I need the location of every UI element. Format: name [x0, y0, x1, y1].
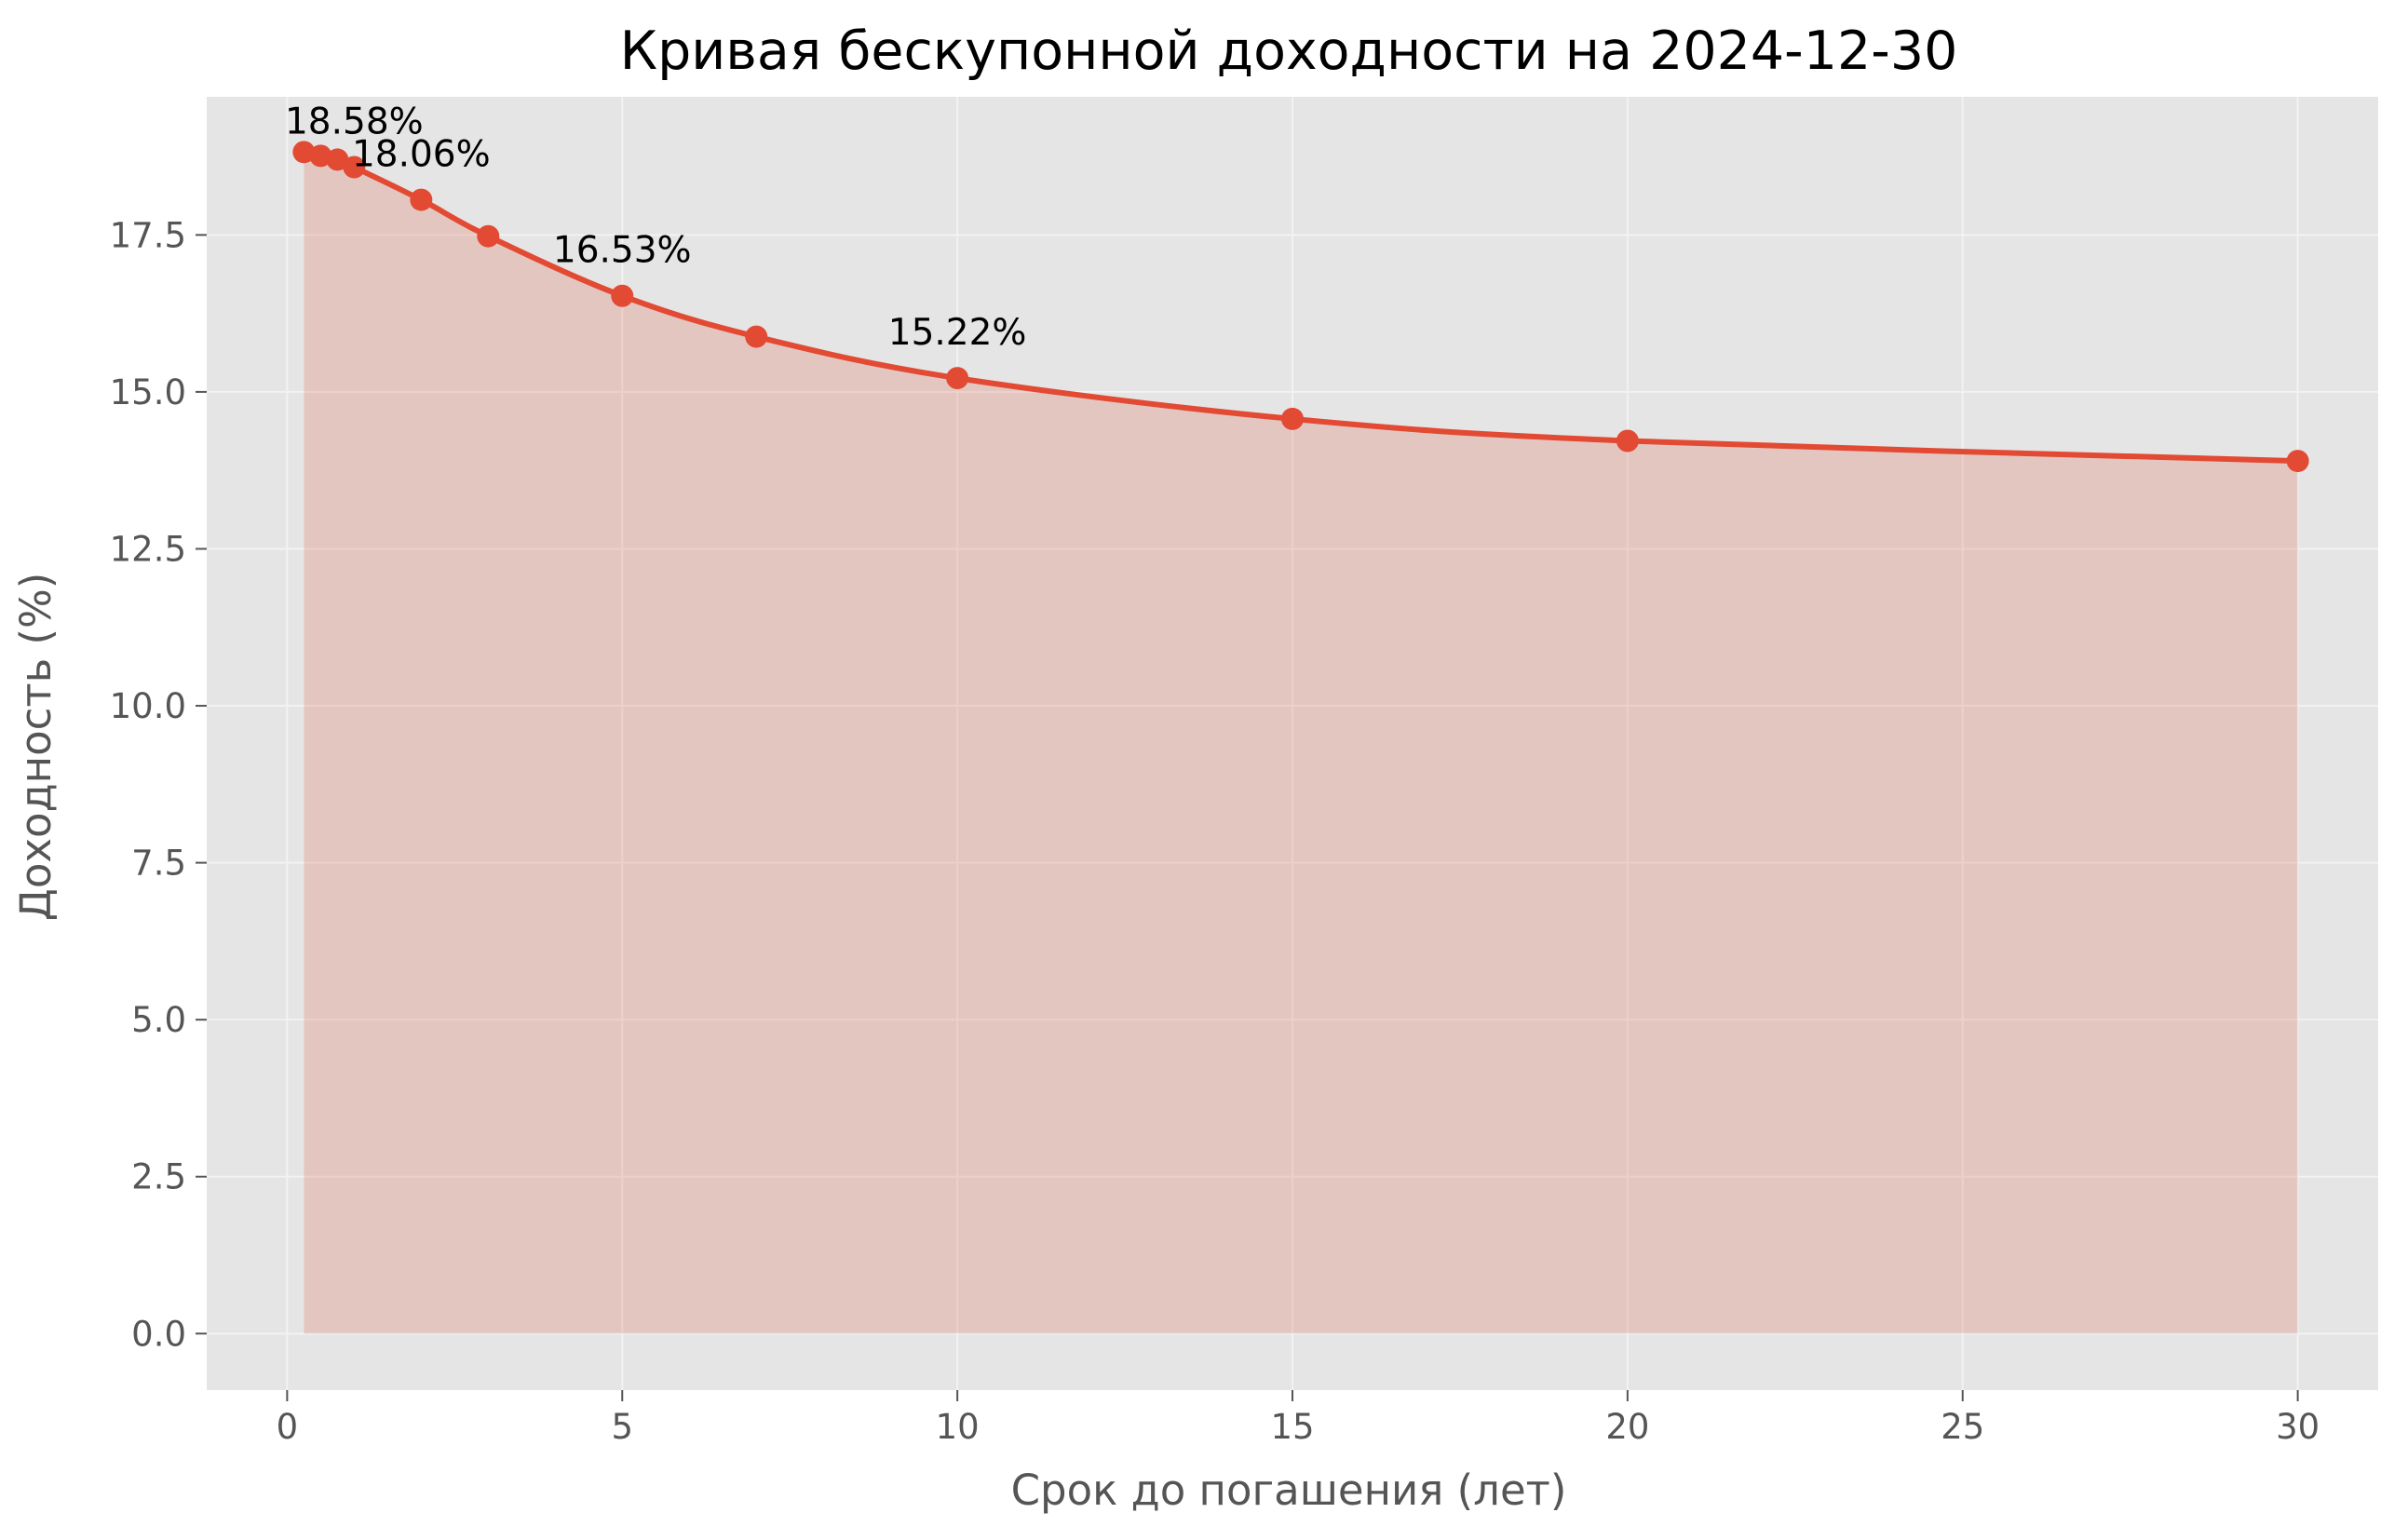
x-tick-label: 5 — [611, 1407, 633, 1447]
x-tick-label: 25 — [1941, 1407, 1984, 1447]
x-tick-label: 20 — [1605, 1407, 1649, 1447]
y-tick-label: 7.5 — [131, 844, 186, 884]
data-point — [343, 155, 366, 179]
data-point — [477, 224, 500, 248]
y-tick-label: 0.0 — [131, 1314, 186, 1354]
data-point — [745, 325, 768, 348]
y-tick-label: 2.5 — [131, 1157, 186, 1197]
y-axis-label: Доходность (%) — [11, 573, 61, 922]
data-label: 18.58% — [285, 101, 424, 143]
y-axis-ticks: 0.0 2.5 5.0 7.5 10.0 12.5 15.0 17.5 — [110, 215, 207, 1354]
chart-title: Кривая бескупонной доходности на 2024-12… — [620, 20, 1958, 82]
x-tick-label: 0 — [277, 1407, 299, 1447]
data-point — [326, 148, 349, 171]
data-label: 18.06% — [352, 134, 491, 176]
y-tick-label: 10.0 — [110, 686, 186, 726]
data-point — [292, 141, 316, 164]
y-tick-label: 15.0 — [110, 372, 186, 412]
data-points — [292, 141, 2309, 473]
x-tick-label: 30 — [2276, 1407, 2320, 1447]
data-point — [1281, 407, 1304, 430]
x-axis-ticks: 0 5 10 15 20 25 30 — [277, 1390, 2320, 1447]
data-point — [1616, 429, 1639, 453]
y-tick-label: 12.5 — [110, 529, 186, 569]
y-tick-label: 17.5 — [110, 215, 186, 255]
data-point — [946, 367, 969, 390]
x-axis-label: Срок до погашения (лет) — [1011, 1466, 1567, 1515]
data-point — [309, 144, 332, 168]
annotations: 18.58%18.06% 16.53% 15.22% — [285, 101, 1026, 355]
grid — [207, 97, 2378, 1390]
y-tick-label: 5.0 — [131, 1000, 186, 1040]
data-point — [2286, 450, 2309, 473]
data-label: 15.22% — [888, 312, 1027, 354]
x-tick-label: 10 — [936, 1407, 980, 1447]
data-point — [611, 284, 634, 307]
data-point — [410, 188, 433, 211]
data-label: 16.53% — [553, 230, 692, 272]
x-tick-label: 15 — [1270, 1407, 1314, 1447]
